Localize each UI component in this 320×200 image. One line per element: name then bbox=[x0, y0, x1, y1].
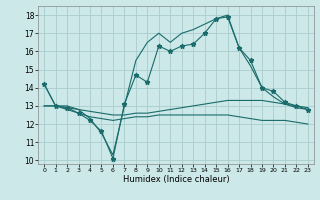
X-axis label: Humidex (Indice chaleur): Humidex (Indice chaleur) bbox=[123, 175, 229, 184]
